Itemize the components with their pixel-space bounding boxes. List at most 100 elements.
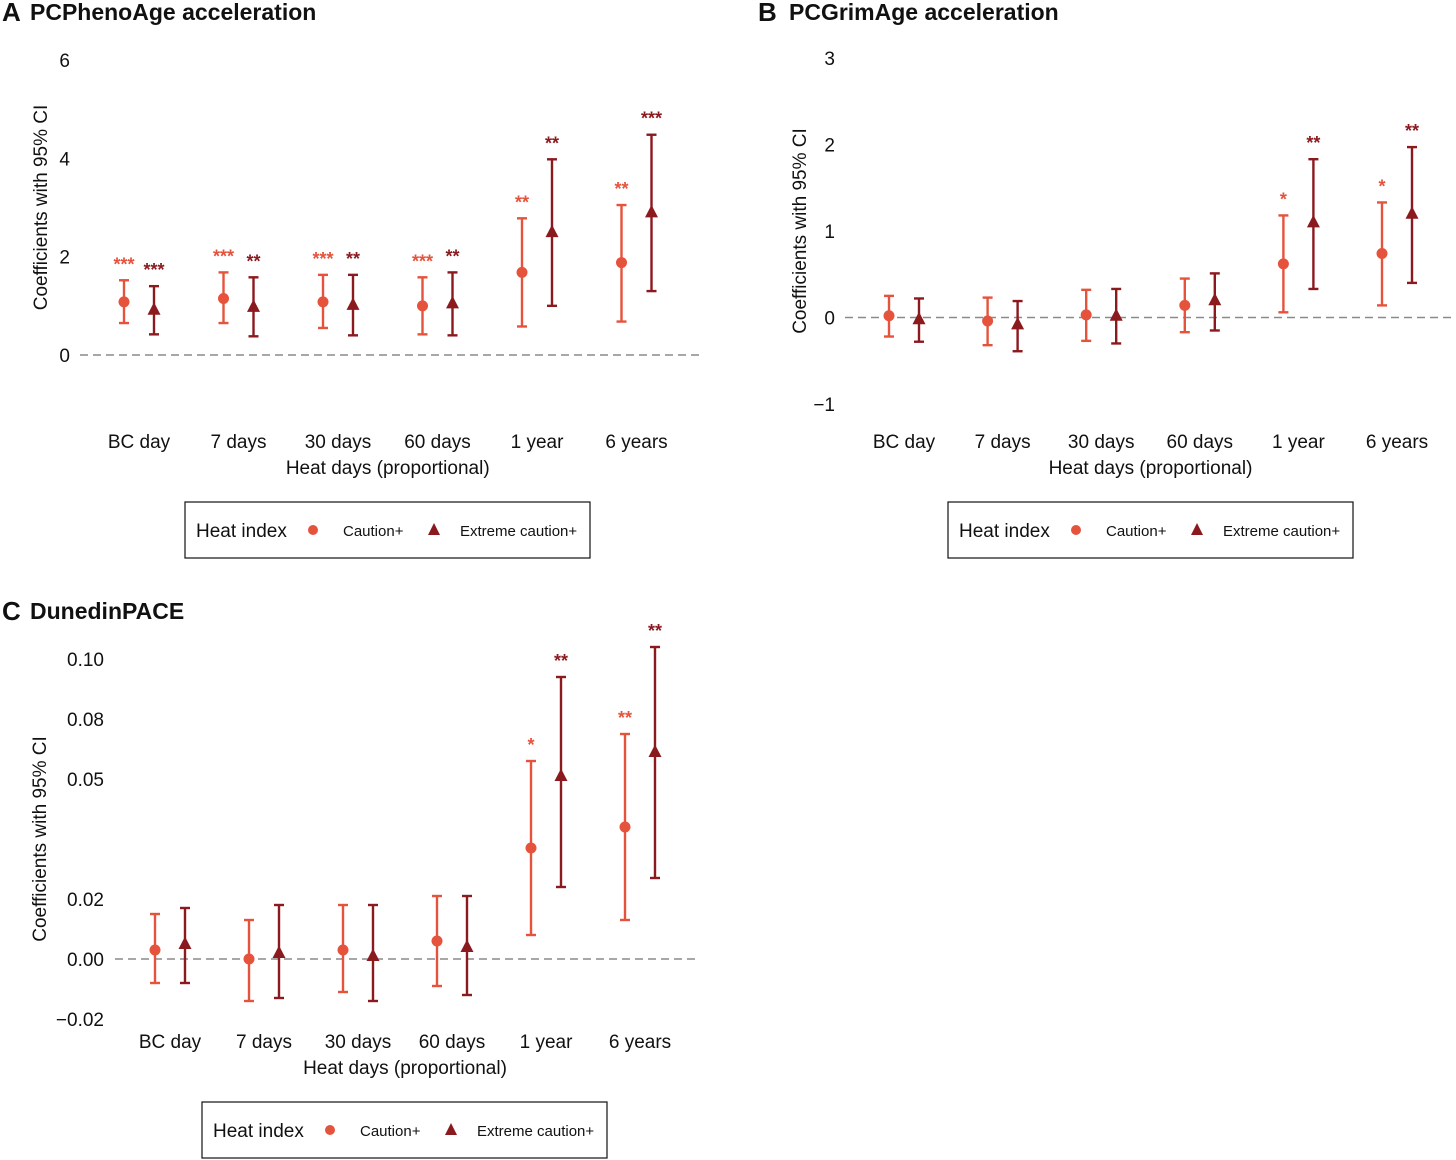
y-axis-title: Coefficients with 95% CI — [31, 105, 52, 311]
y-axis-title: Coefficients with 95% CI — [790, 128, 811, 334]
point-marker — [616, 257, 627, 269]
x-tick-label: 1 year — [511, 432, 564, 453]
x-tick-label: 60 days — [419, 1032, 486, 1053]
legend-label-extreme-caution: Extreme caution+ — [477, 1123, 594, 1140]
series-caution: *** — [149, 708, 632, 1003]
point-marker — [1179, 299, 1191, 311]
y-tick-label: 2 — [824, 136, 835, 157]
series-caution: ** — [883, 176, 1388, 347]
y-tick-label: −0.02 — [56, 1010, 104, 1031]
y-tick-label: 0.10 — [67, 650, 104, 671]
point-marker — [118, 296, 130, 308]
point-marker — [1109, 308, 1123, 321]
x-tick-label: 1 year — [520, 1032, 573, 1053]
point-marker — [1208, 292, 1222, 306]
point-marker — [883, 310, 895, 322]
point-marker — [1405, 206, 1419, 219]
significance-label: * — [527, 735, 534, 755]
panel-c: C DunedinPACE −0.02 0.00 0.02 0.05 0.08 0.10 Coe… — [2, 596, 697, 1159]
point-marker — [619, 821, 631, 833]
significance-label: *** — [213, 246, 234, 266]
point-marker — [1080, 309, 1092, 321]
significance-label: *** — [412, 251, 433, 271]
significance-label: ** — [515, 192, 529, 212]
legend-triangle-icon — [1191, 523, 1203, 535]
x-tick-label: 30 days — [1068, 432, 1135, 453]
chart-title: PCGrimAge acceleration — [789, 0, 1059, 25]
x-tick-label: 6 years — [609, 1032, 671, 1053]
legend: Heat index Caution+ Extreme caution+ — [947, 501, 1354, 559]
significance-label: * — [1280, 189, 1287, 209]
significance-label: *** — [113, 254, 134, 274]
significance-label: ** — [554, 651, 568, 671]
point-marker — [460, 939, 474, 952]
point-marker — [525, 842, 537, 854]
point-marker — [243, 953, 255, 965]
significance-label: ** — [545, 133, 559, 153]
panel-b: B PCGrimAge acceleration −1 0 1 2 3 Coefficient… — [758, 0, 1456, 559]
panel-letter: A — [2, 0, 21, 27]
chart-title: DunedinPACE — [30, 598, 184, 624]
significance-label: ** — [1405, 121, 1419, 141]
significance-label: ** — [445, 246, 459, 266]
legend: Heat index Caution+ Extreme caution+ — [201, 1101, 608, 1159]
series-extreme-caution: ** ** — [912, 121, 1419, 353]
x-tick-label: BC day — [139, 1032, 202, 1053]
point-marker — [178, 936, 192, 949]
legend-label-caution: Caution+ — [360, 1123, 421, 1140]
point-marker — [247, 299, 260, 312]
y-axis-title: Coefficients with 95% CI — [30, 736, 51, 942]
y-tick-label: 0.08 — [67, 710, 104, 731]
point-marker — [1376, 247, 1388, 259]
legend-title: Heat index — [196, 521, 287, 542]
x-tick-label: 6 years — [1366, 432, 1428, 453]
point-marker — [1011, 316, 1025, 330]
series-extreme-caution: ** ** — [178, 621, 662, 1003]
x-tick-label: 30 days — [305, 432, 372, 453]
legend-title: Heat index — [959, 521, 1050, 542]
legend-label-extreme-caution: Extreme caution+ — [1223, 523, 1340, 540]
point-marker — [554, 768, 568, 781]
x-tick-label: 7 days — [211, 432, 267, 453]
y-tick-label: 2 — [59, 248, 70, 269]
point-marker — [218, 292, 229, 304]
point-marker — [147, 302, 161, 315]
point-marker — [149, 944, 161, 956]
point-marker — [272, 945, 286, 958]
y-tick-label: 0 — [59, 346, 70, 367]
legend-box — [201, 1101, 608, 1159]
significance-label: ** — [1306, 133, 1320, 153]
significance-label: *** — [641, 109, 662, 129]
legend-label-caution: Caution+ — [343, 523, 404, 540]
significance-label: ** — [614, 179, 628, 199]
significance-label: *** — [312, 249, 333, 269]
y-tick-label: 0.02 — [67, 890, 104, 911]
y-tick-label: 6 — [59, 51, 70, 72]
point-marker — [317, 296, 329, 308]
x-axis-title: Heat days (proportional) — [286, 458, 490, 479]
point-marker — [516, 266, 528, 278]
y-tick-label: 4 — [59, 149, 70, 170]
point-marker — [337, 944, 349, 956]
y-tick-label: 3 — [824, 49, 835, 70]
point-marker — [1277, 258, 1289, 270]
legend-triangle-icon — [428, 523, 440, 535]
x-tick-label: 1 year — [1272, 432, 1325, 453]
x-tick-label: 7 days — [975, 432, 1031, 453]
legend-circle-icon — [308, 525, 318, 535]
legend-title: Heat index — [213, 1121, 304, 1142]
significance-label: ** — [346, 249, 360, 269]
significance-label: *** — [143, 260, 164, 280]
legend-label-caution: Caution+ — [1106, 523, 1167, 540]
point-marker — [912, 311, 926, 325]
chart-title: PCPhenoAge acceleration — [30, 0, 316, 25]
series-extreme-caution: *** ** ** ******* — [143, 109, 662, 338]
significance-label: ** — [648, 621, 662, 641]
x-axis-title: Heat days (proportional) — [303, 1058, 507, 1079]
y-tick-label: 1 — [824, 222, 835, 243]
legend: Heat index Caution+ Extreme caution+ — [184, 501, 591, 559]
point-marker — [545, 224, 559, 238]
y-tick-label: 0.05 — [67, 770, 104, 791]
y-tick-label: −1 — [813, 395, 835, 416]
